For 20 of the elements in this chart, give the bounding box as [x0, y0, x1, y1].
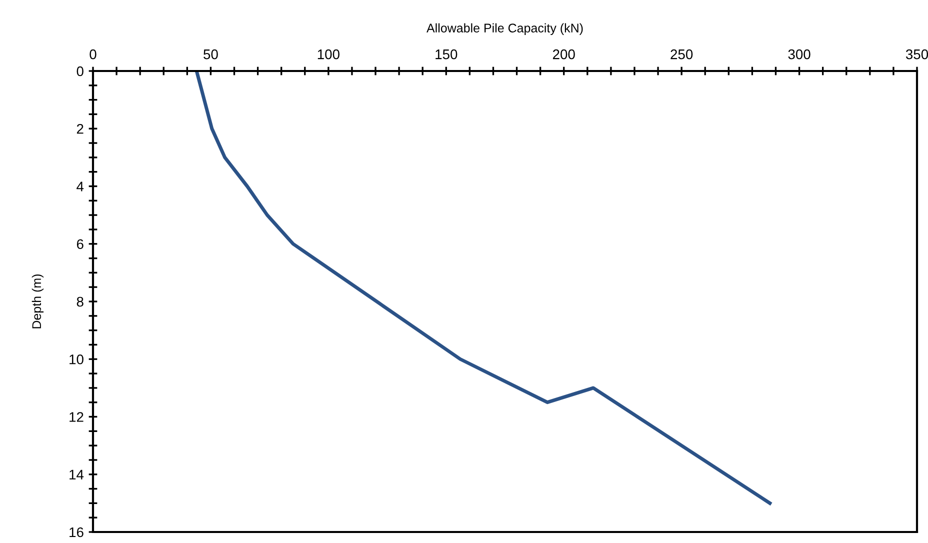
y-tick-label: 14	[70, 470, 84, 480]
y-tick-label: 16	[70, 527, 84, 538]
x-tick-label: 200	[552, 49, 575, 60]
y-tick-label: 2	[76, 124, 84, 134]
line-series	[194, 71, 772, 505]
y-axis-title: Depth (m)	[32, 274, 44, 328]
y-tick-label: 12	[70, 412, 84, 422]
x-tick-label: 250	[670, 49, 693, 60]
x-tick-label: 100	[318, 49, 340, 60]
x-axis-title: Allowable Pile Capacity (kN)	[426, 23, 583, 35]
x-tick-label: 50	[204, 49, 218, 60]
x-tick-label: 300	[788, 49, 810, 60]
y-tick-label: 10	[70, 354, 84, 364]
y-tick-label: 0	[76, 66, 84, 76]
y-tick-label: 6	[76, 239, 84, 250]
x-tick-label: 350	[906, 49, 928, 60]
x-tick-label: 150	[436, 49, 458, 60]
x-tick-label: 0	[90, 49, 96, 60]
y-tick-label: 4	[76, 182, 84, 192]
y-tick-label: 8	[76, 296, 84, 307]
